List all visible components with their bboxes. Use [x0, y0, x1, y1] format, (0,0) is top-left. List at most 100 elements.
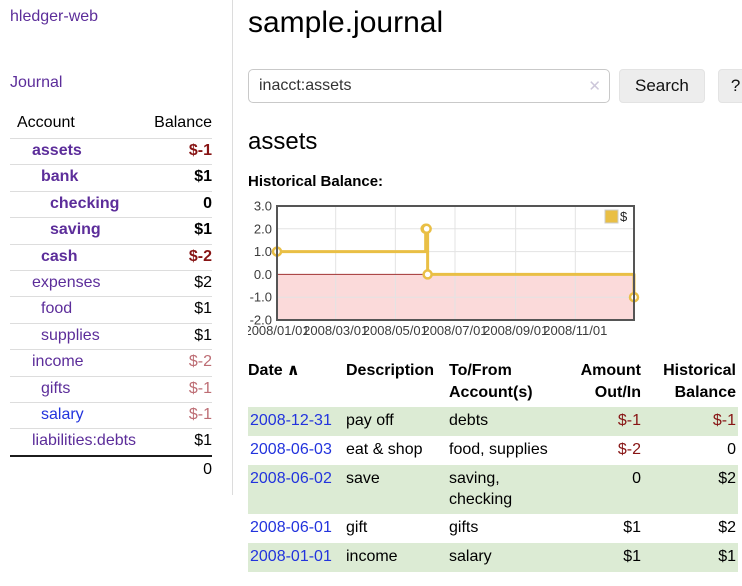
account-row: bank $1 — [10, 164, 212, 191]
register-row: 2008-06-03 eat & shop food, supplies $-2 0 — [248, 436, 738, 465]
svg-text:3.0: 3.0 — [254, 199, 272, 214]
main-content: sample.journal ✕ Search ? assets Histori… — [233, 0, 742, 586]
search-input[interactable] — [248, 69, 610, 103]
transaction-amount: 0 — [632, 469, 641, 487]
transaction-description: save — [346, 469, 380, 487]
account-link-expenses[interactable]: expenses — [32, 273, 101, 291]
svg-text:0.0: 0.0 — [254, 267, 272, 282]
account-row: food $1 — [10, 296, 212, 323]
transaction-amount: $-2 — [617, 440, 641, 458]
account-link-bank[interactable]: bank — [41, 168, 79, 186]
register-row: 2008-12-31 pay off debts $-1 $-1 — [248, 407, 738, 436]
account-row: saving $1 — [10, 217, 212, 244]
column-header-amount: Amount Out/In — [580, 362, 641, 401]
column-header-description: Description — [346, 362, 435, 379]
transaction-date-link[interactable]: 2008-12-31 — [250, 412, 332, 430]
search-button[interactable]: Search — [619, 69, 705, 103]
account-link-liabilities-debts[interactable]: liabilities:debts — [32, 432, 137, 450]
svg-text:$: $ — [620, 209, 628, 224]
brand-link[interactable]: hledger-web — [10, 8, 99, 25]
account-balance: 0 — [203, 194, 212, 212]
account-balance: $1 — [194, 300, 212, 318]
account-balance: $-1 — [188, 379, 212, 397]
account-link-assets[interactable]: assets — [32, 142, 82, 159]
transaction-balance: $2 — [718, 519, 736, 537]
balance-column-header: Balance — [154, 114, 212, 131]
balance-chart: $3.0 2.0 1.0 0.0 -1.0 -2.02008/01/012008/03/0… — [248, 199, 640, 338]
chart-title: Historical Balance: — [248, 173, 384, 190]
account-link-cash[interactable]: cash — [41, 247, 78, 265]
account-link-supplies[interactable]: supplies — [41, 326, 100, 344]
register-row: 2008-06-02 save saving, checking 0 $2 — [248, 464, 738, 515]
account-row: salary $-1 — [10, 402, 212, 428]
transaction-date-link[interactable]: 2008-06-01 — [250, 519, 332, 537]
account-balance: $-1 — [188, 405, 212, 423]
account-column-header: Account — [17, 114, 75, 131]
account-balance: $1 — [194, 168, 212, 186]
svg-text:2008/03/01: 2008/03/01 — [303, 323, 368, 338]
transaction-accounts: debts — [449, 412, 489, 430]
account-balance: $-2 — [188, 353, 212, 371]
total-spacer — [10, 456, 143, 483]
clear-search-icon[interactable]: ✕ — [588, 78, 601, 95]
account-heading: assets — [248, 128, 318, 155]
svg-text:-1.0: -1.0 — [250, 290, 272, 305]
sort-ascending-icon: ∧ — [286, 362, 300, 379]
sidebar: hledger-web Journal Account Balance asse… — [0, 0, 233, 496]
accounts-header-row: Account Balance — [10, 111, 212, 139]
transaction-accounts: food, supplies — [449, 440, 548, 458]
transaction-balance: $-1 — [712, 412, 736, 430]
account-link-salary[interactable]: salary — [41, 405, 84, 423]
register-header-row: Date ∧ Description To/From Account(s) Amo… — [248, 358, 738, 407]
svg-text:1.0: 1.0 — [254, 244, 272, 259]
transaction-description: gift — [346, 519, 368, 537]
account-row: gifts $-1 — [10, 376, 212, 402]
account-row: expenses $2 — [10, 270, 212, 296]
account-link-income[interactable]: income — [32, 353, 84, 371]
transaction-accounts: saving, checking — [449, 469, 513, 508]
account-row: supplies $1 — [10, 323, 212, 349]
account-row: cash $-2 — [10, 244, 212, 270]
register-table: Date ∧ Description To/From Account(s) Amo… — [248, 358, 738, 572]
transaction-description: eat & shop — [346, 440, 423, 458]
svg-text:2008/01/01: 2008/01/01 — [248, 323, 310, 338]
transaction-date-link[interactable]: 2008-06-03 — [250, 440, 332, 458]
accounts-total-row: 0 — [10, 455, 212, 483]
account-link-food[interactable]: food — [41, 300, 73, 318]
page-title: sample.journal — [248, 6, 444, 39]
help-button[interactable]: ? — [717, 69, 742, 103]
column-header-accounts: To/From Account(s) — [449, 362, 533, 401]
search-form: ✕ Search ? — [248, 69, 742, 103]
transaction-amount: $1 — [623, 519, 641, 537]
transaction-amount: $1 — [623, 548, 641, 566]
account-balance: $1 — [194, 326, 212, 344]
register-row: 2008-06-01 gift gifts $1 $2 — [248, 514, 738, 543]
transaction-description: pay off — [346, 412, 394, 430]
account-link-checking[interactable]: checking — [50, 194, 120, 212]
account-balance: $-2 — [188, 247, 212, 265]
account-balance: $1 — [194, 221, 212, 239]
transaction-date-link[interactable]: 2008-06-02 — [250, 469, 332, 487]
register-row: 2008-01-01 income salary $1 $1 — [248, 543, 738, 572]
svg-text:2008/09/01: 2008/09/01 — [483, 323, 548, 338]
column-header-date[interactable]: Date ∧ — [248, 362, 300, 379]
transaction-balance: $2 — [718, 469, 736, 487]
transaction-amount: $-1 — [617, 412, 641, 430]
transaction-date-link[interactable]: 2008-01-01 — [250, 548, 332, 566]
account-row: liabilities:debts $1 — [10, 428, 212, 456]
svg-text:2008/05/01: 2008/05/01 — [363, 323, 428, 338]
journal-link[interactable]: Journal — [10, 74, 63, 91]
transaction-balance: 0 — [727, 440, 736, 458]
svg-text:2008/11/01: 2008/11/01 — [543, 323, 607, 338]
account-balance: $2 — [194, 273, 212, 291]
account-row: assets $-1 — [10, 138, 212, 165]
transaction-accounts: gifts — [449, 519, 479, 537]
account-link-saving[interactable]: saving — [50, 221, 101, 239]
account-balance: $-1 — [188, 142, 212, 159]
account-link-gifts[interactable]: gifts — [41, 379, 71, 397]
column-header-balance: Historical Balance — [663, 362, 736, 401]
total-balance: 0 — [203, 460, 212, 478]
accounts-table: Account Balance assets $-1 bank $1 checking 0… — [10, 111, 212, 483]
account-row: income $-2 — [10, 349, 212, 376]
